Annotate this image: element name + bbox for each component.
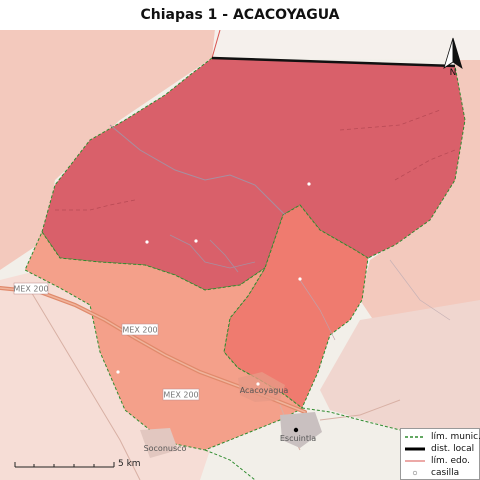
district-local-boundary — [211, 56, 456, 68]
state-boundary — [211, 30, 221, 59]
legend-label: lím. munic. — [431, 432, 480, 442]
river — [299, 279, 336, 341]
casilla-point[interactable] — [256, 382, 260, 386]
casilla-point[interactable] — [307, 182, 311, 186]
town-marker-escuintla — [293, 427, 299, 433]
neighbor-municipality-southeast — [320, 300, 480, 430]
svg-text:MEX 200: MEX 200 — [163, 391, 198, 400]
legend-label: dist. local — [431, 444, 475, 454]
legend-label: casilla — [431, 468, 460, 478]
scale-bar: 5 km — [14, 456, 144, 474]
legend-item-casilla: casilla — [405, 467, 459, 479]
place-label-escuintla: Escuintla — [280, 434, 316, 443]
river — [209, 239, 239, 273]
map-legend: lím. munic. dist. local lím. edo. casill… — [400, 428, 480, 480]
casilla-point[interactable] — [194, 239, 198, 243]
casilla-point[interactable] — [145, 240, 149, 244]
river — [389, 259, 451, 321]
town-area-soconusco — [140, 428, 178, 458]
neighbor-municipality-southwest — [0, 270, 210, 480]
svg-text:MEX 200: MEX 200 — [13, 285, 48, 294]
neighbor-municipality-west — [0, 30, 215, 270]
scale-bar-graphic — [14, 462, 115, 468]
north-label: N — [450, 68, 457, 78]
legend-symbol-state-boundary — [405, 457, 425, 465]
internal-boundary — [55, 199, 136, 211]
map-canvas[interactable]: MEX 200 MEX 200 MEX 200 Acacoyagua Escui… — [0, 30, 480, 480]
legend-item-dist-local: dist. local — [405, 443, 474, 455]
road-label-mex200-west: MEX 200 — [13, 282, 49, 295]
town-area-acacoyagua — [238, 372, 285, 402]
casilla-point[interactable] — [116, 370, 120, 374]
district-polygon-south — [24, 230, 303, 451]
minor-road — [29, 289, 141, 480]
place-label-acacoyagua: Acacoyagua — [240, 386, 289, 395]
road-label-mex200-center: MEX 200 — [121, 323, 159, 336]
legend-symbol-district-boundary — [405, 445, 425, 453]
map-title: Chiapas 1 - ACACOYAGUA — [140, 7, 340, 23]
outside-state-area — [212, 30, 480, 60]
legend-symbol-casilla — [405, 469, 425, 477]
river — [109, 124, 286, 216]
legend-label: lím. edo. — [431, 456, 470, 466]
svg-text:MEX 200: MEX 200 — [122, 326, 157, 335]
legend-symbol-municipal-boundary — [405, 433, 425, 441]
legend-item-lim-munic: lím. munic. — [405, 431, 480, 443]
north-arrow-icon: N — [443, 37, 463, 78]
map-svg: MEX 200 MEX 200 MEX 200 Acacoyagua Escui… — [0, 30, 480, 480]
river — [169, 234, 256, 269]
legend-item-lim-edo: lím. edo. — [405, 455, 470, 467]
road-label-mex200-south: MEX 200 — [162, 388, 200, 401]
minor-road — [319, 399, 401, 421]
casilla-point[interactable] — [298, 277, 302, 281]
municipal-boundary — [204, 449, 256, 480]
scale-label: 5 km — [118, 459, 141, 469]
district-polygon-center — [223, 204, 369, 409]
town-area-escuintla — [280, 412, 322, 448]
internal-boundary — [394, 149, 456, 181]
place-label-soconusco: Soconusco — [144, 444, 187, 453]
